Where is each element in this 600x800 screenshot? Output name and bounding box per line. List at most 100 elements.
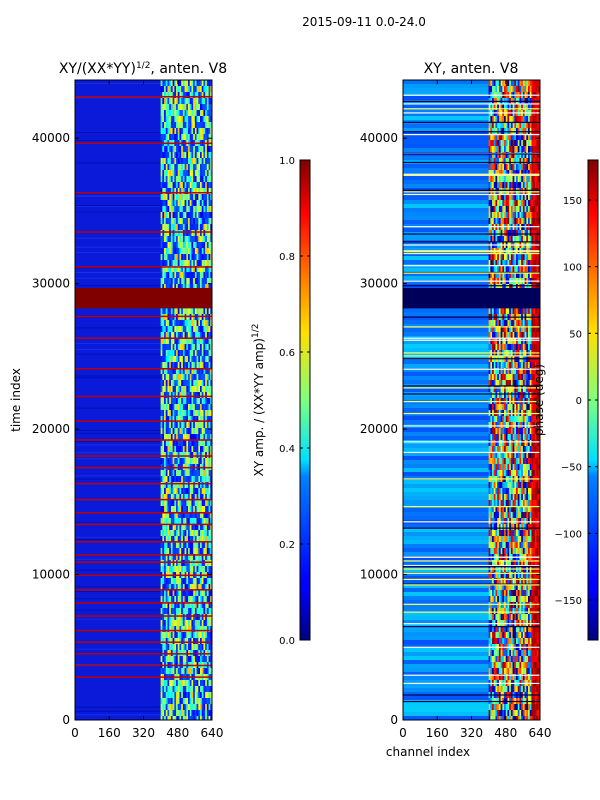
heatmap2-streak [403, 176, 489, 180]
heatmap1-saturated-row [75, 664, 212, 667]
heatmap2-streak [403, 560, 489, 564]
heatmap1-cell [210, 410, 212, 416]
heatmap2-streak [403, 316, 489, 320]
heatmap1-cell [210, 368, 212, 374]
heatmap2-streak [403, 100, 489, 104]
heatmap1-cell [210, 356, 212, 362]
heatmap1-cell [210, 716, 212, 720]
heatmap1-saturated-row [75, 676, 212, 678]
heatmap1-cell [210, 332, 212, 338]
heatmap1-texture [75, 205, 161, 207]
panel1-xtick-label: 640 [201, 726, 224, 740]
heatmap1-cell [210, 536, 212, 542]
heatmap1-texture [75, 648, 161, 650]
heatmap1-cell [210, 122, 212, 128]
heatmap1-saturated-row [75, 231, 212, 233]
heatmap2-streak [403, 168, 489, 172]
heatmap1-saturated-row [75, 561, 212, 563]
heatmap1-cell [210, 626, 212, 632]
heatmap2-streak [403, 480, 489, 484]
heatmap1-texture [75, 452, 161, 454]
heatmap2-streak [403, 340, 489, 344]
heatmap2-streak [403, 656, 489, 660]
heatmap2-streak [403, 444, 489, 448]
heatmap2-streak [403, 208, 489, 212]
heatmap1-cell [210, 638, 212, 644]
colorbar1-tick-label: 1.0 [279, 156, 295, 167]
heatmap2-streak [403, 212, 489, 216]
heatmap1-cell [210, 362, 212, 368]
heatmap1-saturated-row [75, 266, 212, 268]
heatmap1-texture [75, 237, 161, 239]
heatmap1-cell [210, 488, 212, 494]
heatmap2-streak [403, 636, 489, 640]
heatmap1-cell [210, 416, 212, 422]
heatmap2-streak [403, 668, 489, 672]
heatmap2-streak [403, 696, 489, 700]
heatmap1-texture [75, 348, 161, 350]
heatmap2-streak [403, 416, 489, 420]
heatmap1-cell [210, 320, 212, 326]
heatmap1-cell [210, 548, 212, 554]
heatmap2-streak [403, 92, 489, 96]
panel1-title: XY/(XX*YY)1/2, anten. V8 [59, 61, 227, 77]
heatmap2-streak [403, 664, 489, 668]
heatmap2-streak [403, 332, 489, 336]
figure-title: 2015-09-11 0.0-24.0 [302, 15, 426, 29]
panel1-xtick-label: 480 [166, 726, 189, 740]
heatmap2-streak [403, 432, 489, 436]
heatmap1-texture [75, 478, 161, 480]
heatmap1-cell [210, 284, 212, 290]
heatmap2-streak [403, 516, 489, 520]
heatmap1-saturated-row [75, 482, 212, 485]
heatmap1-cell [210, 698, 212, 704]
heatmap1-saturated-row [75, 420, 212, 422]
heatmap1-texture [75, 432, 161, 434]
heatmap1-texture [75, 139, 161, 141]
heatmap1-saturated-row [75, 541, 212, 543]
heatmap2-streak [403, 644, 489, 648]
heatmap2-streak [403, 624, 489, 628]
heatmap1-texture [75, 251, 161, 253]
heatmap2-streak [403, 136, 489, 140]
heatmap2-streak [403, 592, 489, 596]
heatmap2-streak [403, 260, 489, 264]
heatmap2-streak [403, 692, 489, 696]
panel1-ytick-label: 20000 [32, 422, 70, 436]
heatmap1-cell [210, 350, 212, 356]
heatmap1-cell [210, 482, 212, 488]
heatmap2-streak [403, 84, 489, 88]
heatmap1-cell [210, 380, 212, 386]
heatmap2-streak [403, 648, 489, 652]
heatmap1-cell [210, 422, 212, 428]
heatmap2-streak [403, 124, 489, 128]
heatmap1-texture [75, 162, 161, 164]
heatmap1-cell [210, 242, 212, 248]
heatmap1-cell [210, 566, 212, 572]
heatmap1-cell [210, 506, 212, 512]
heatmap1-cell [210, 620, 212, 626]
heatmap1-cell [210, 134, 212, 140]
panel1-ytick-label: 40000 [32, 131, 70, 145]
heatmap2-streak [403, 184, 489, 188]
panel1-ylabel: time index [9, 368, 23, 432]
heatmap2-streak [403, 128, 489, 132]
heatmap2-streak [403, 404, 489, 408]
heatmap2-streak [403, 148, 489, 152]
heatmap1-cell [210, 500, 212, 506]
heatmap1-cell [210, 98, 212, 104]
heatmap2-streak [403, 324, 489, 328]
heatmap2-streak [403, 388, 489, 392]
heatmap1-saturated-row [75, 96, 212, 98]
heatmap1-cell [210, 218, 212, 224]
heatmap1-cell [210, 110, 212, 116]
heatmap1-cell [210, 518, 212, 524]
heatmap2-streak [403, 460, 489, 464]
heatmap1-cell [210, 686, 212, 692]
heatmap1-cell [210, 254, 212, 260]
heatmap1-cell [210, 392, 212, 398]
heatmap2-streak [403, 504, 489, 508]
heatmap2-streak [403, 684, 489, 688]
heatmap2-streak [403, 216, 489, 220]
panel2-heatmap [403, 80, 540, 720]
